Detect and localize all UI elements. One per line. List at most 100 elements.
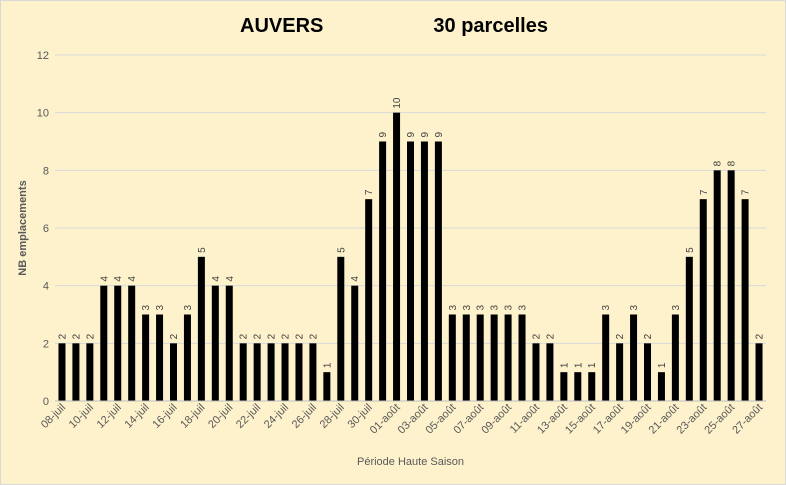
bar-value-label: 2 xyxy=(755,333,766,339)
y-tick-label: 2 xyxy=(43,338,49,350)
bar xyxy=(323,372,331,401)
bar xyxy=(741,199,749,401)
bar xyxy=(671,314,679,401)
chart-title-location: AUVERS xyxy=(240,15,324,37)
x-tick-label: 27-août xyxy=(730,402,765,437)
bar xyxy=(504,314,512,401)
bar-value-label: 2 xyxy=(57,333,68,339)
bar xyxy=(379,141,387,401)
bar xyxy=(602,314,610,401)
bar-value-label: 1 xyxy=(657,362,668,368)
bar xyxy=(337,256,345,401)
bar-value-label: 5 xyxy=(197,247,208,253)
bar-value-label: 3 xyxy=(141,305,152,311)
bar xyxy=(532,343,540,401)
bar xyxy=(295,343,303,401)
bar xyxy=(197,256,205,401)
bar xyxy=(420,141,428,401)
bar-value-label: 2 xyxy=(85,333,96,339)
bar-value-label: 2 xyxy=(294,333,305,339)
y-tick-label: 8 xyxy=(43,165,49,177)
bar xyxy=(616,343,624,401)
x-tick-label: 03-août xyxy=(396,402,431,437)
bar xyxy=(225,285,233,401)
bar-value-label: 4 xyxy=(113,276,124,282)
bar-value-label: 2 xyxy=(239,333,250,339)
x-tick-label: 09-août xyxy=(479,402,514,437)
bar xyxy=(518,314,526,401)
bar-value-label: 2 xyxy=(531,333,542,339)
bar xyxy=(462,314,470,401)
bar-value-label: 7 xyxy=(741,189,752,195)
bar xyxy=(713,170,721,401)
bar xyxy=(281,343,289,401)
bar xyxy=(560,372,568,401)
x-tick-label: 07-août xyxy=(451,402,486,437)
bar xyxy=(685,256,693,401)
x-tick-label: 19-août xyxy=(619,402,654,437)
bar-value-label: 1 xyxy=(587,362,598,368)
bar-value-label: 2 xyxy=(545,333,556,339)
bar-value-label: 1 xyxy=(573,362,584,368)
y-tick-label: 6 xyxy=(43,223,49,235)
x-tick-label: 14-juil xyxy=(122,402,151,431)
bar xyxy=(657,372,665,401)
bar-value-label: 3 xyxy=(476,305,487,311)
x-tick-label: 05-août xyxy=(424,402,459,437)
y-axis-title: NB emplacements xyxy=(17,180,29,275)
bar xyxy=(170,343,177,401)
bar-value-label: 3 xyxy=(601,305,612,311)
bar xyxy=(365,199,373,401)
x-axis-title: Période Haute Saison xyxy=(357,456,464,468)
bar-value-label: 9 xyxy=(378,132,389,138)
y-axis-ticks: 0 2 4 6 8 10 12 xyxy=(37,50,49,408)
x-tick-label: 20-juil xyxy=(206,402,235,431)
bar-value-label: 3 xyxy=(490,305,501,311)
x-tick-label: 28-juil xyxy=(318,402,347,431)
bar-value-label: 4 xyxy=(99,276,110,282)
bar xyxy=(448,314,456,401)
x-tick-label: 17-août xyxy=(591,402,626,437)
bar xyxy=(267,343,275,401)
y-tick-label: 4 xyxy=(43,281,49,293)
bar-value-label: 2 xyxy=(308,333,319,339)
bar xyxy=(699,199,707,401)
bar-value-label: 8 xyxy=(727,160,738,166)
bar xyxy=(156,314,164,401)
bar xyxy=(755,343,763,401)
bar xyxy=(100,285,108,401)
bar xyxy=(434,141,442,401)
bar-value-label: 8 xyxy=(713,160,724,166)
bar xyxy=(114,285,122,401)
bar xyxy=(574,372,582,401)
bar-value-label: 4 xyxy=(127,276,138,282)
chart-title-parcels: 30 parcelles xyxy=(433,15,548,37)
x-tick-label: 18-juil xyxy=(178,402,207,431)
x-tick-label: 01-août xyxy=(368,402,403,437)
bar xyxy=(490,314,498,401)
bar-value-label: 1 xyxy=(322,362,333,368)
x-tick-label: 21-août xyxy=(647,402,682,437)
bar xyxy=(546,343,554,401)
bar-value-label: 9 xyxy=(420,132,431,138)
y-tick-label: 10 xyxy=(37,108,49,120)
bar-value-label: 3 xyxy=(462,305,473,311)
x-tick-label: 13-août xyxy=(535,402,570,437)
bar xyxy=(58,343,66,401)
x-axis-ticks: 08-juil10-juil12-juil14-juil16-juil18-ju… xyxy=(39,402,765,437)
x-tick-label: 22-juil xyxy=(234,402,263,431)
x-tick-label: 10-juil xyxy=(67,402,96,431)
bar-value-label: 9 xyxy=(406,132,417,138)
bar-value-label: 2 xyxy=(253,333,264,339)
bar xyxy=(86,343,94,401)
bar-value-label: 7 xyxy=(699,189,710,195)
bars xyxy=(58,112,763,402)
bar xyxy=(407,141,414,401)
bar xyxy=(183,314,191,401)
bar xyxy=(128,285,136,401)
bar-value-label: 2 xyxy=(281,333,292,339)
bar-value-label: 9 xyxy=(434,132,445,138)
bar-value-label: 5 xyxy=(685,247,696,253)
bar xyxy=(476,314,484,401)
